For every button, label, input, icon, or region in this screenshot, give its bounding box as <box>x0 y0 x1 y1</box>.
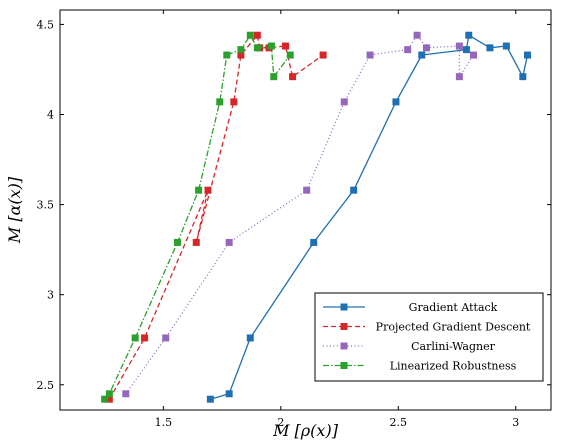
y-tick-label: 4.5 <box>37 18 55 31</box>
data-point <box>230 98 238 106</box>
series-line <box>125 34 475 395</box>
series-1 <box>206 31 532 403</box>
data-point <box>253 44 261 52</box>
data-point <box>105 395 113 403</box>
y-tick-label: 3 <box>47 289 54 302</box>
data-point <box>282 42 290 50</box>
data-point <box>131 334 139 342</box>
data-point <box>225 390 233 398</box>
data-point <box>404 46 412 54</box>
data-point <box>465 31 473 39</box>
plot-frame <box>59 9 552 411</box>
series-4 <box>101 31 294 403</box>
series-layer <box>101 31 532 403</box>
data-point <box>286 51 294 59</box>
data-point <box>246 31 254 39</box>
y-tick-label: 4 <box>47 109 54 122</box>
data-point <box>413 31 421 39</box>
data-point <box>392 98 400 106</box>
data-point <box>192 238 200 246</box>
series-2 <box>105 31 327 403</box>
y-tick-label: 3.5 <box>37 199 55 212</box>
legend-label: Linearized Robustness <box>390 360 517 373</box>
x-tick-label: 2.5 <box>390 416 408 429</box>
data-point <box>253 31 261 39</box>
data-point <box>204 186 212 194</box>
legend: Gradient Attack Projected Gradient Descen… <box>314 292 544 382</box>
legend-marker <box>340 323 348 330</box>
data-point <box>122 390 130 398</box>
data-point <box>141 334 149 342</box>
data-point <box>223 51 231 59</box>
data-point <box>422 44 430 52</box>
y-tick-label: 2.5 <box>37 379 55 392</box>
x-tick-label: 3 <box>512 416 519 429</box>
data-point <box>206 395 214 403</box>
data-point <box>524 51 532 59</box>
tick-labels: 1.5 2 2.5 3 2.5 3 3.5 4 4.5 <box>37 18 520 429</box>
x-tick-label: 2 <box>277 416 284 429</box>
x-axis-label: M [ρ(x)] <box>272 421 339 440</box>
data-point <box>418 51 426 59</box>
data-point <box>519 73 527 81</box>
legend-label: Gradient Attack <box>409 301 498 314</box>
series-line <box>104 34 291 400</box>
legend-label: Projected Gradient Descent <box>376 321 531 334</box>
data-point <box>319 51 327 59</box>
data-point <box>310 238 318 246</box>
data-point <box>469 51 477 59</box>
data-point <box>350 186 358 194</box>
data-point <box>486 44 494 52</box>
legend-marker <box>340 303 348 311</box>
data-point <box>237 51 245 59</box>
data-point <box>237 46 245 54</box>
data-point <box>270 73 278 81</box>
data-point <box>105 390 113 398</box>
legend-label: Carlini-Wagner <box>411 340 496 353</box>
data-point <box>366 51 374 59</box>
data-point <box>267 42 275 50</box>
data-point <box>173 238 181 246</box>
legend-marker <box>340 362 348 369</box>
data-point <box>195 186 203 194</box>
data-point <box>216 98 224 106</box>
data-point <box>455 73 463 81</box>
data-point <box>246 334 254 342</box>
data-point <box>340 98 348 106</box>
data-point <box>462 46 470 54</box>
legend-box <box>314 292 544 382</box>
legend-marker <box>340 342 348 350</box>
series-line <box>108 34 324 400</box>
data-point <box>162 334 170 342</box>
data-point <box>101 395 109 403</box>
data-point <box>303 186 311 194</box>
data-point <box>289 73 297 81</box>
tick-marks <box>60 10 551 410</box>
data-point <box>225 238 233 246</box>
data-point <box>502 42 510 50</box>
series-3 <box>122 31 477 398</box>
y-axis-label: M [α(x)] <box>5 176 24 244</box>
data-point <box>455 42 463 50</box>
x-tick-label: 1.5 <box>155 416 173 429</box>
